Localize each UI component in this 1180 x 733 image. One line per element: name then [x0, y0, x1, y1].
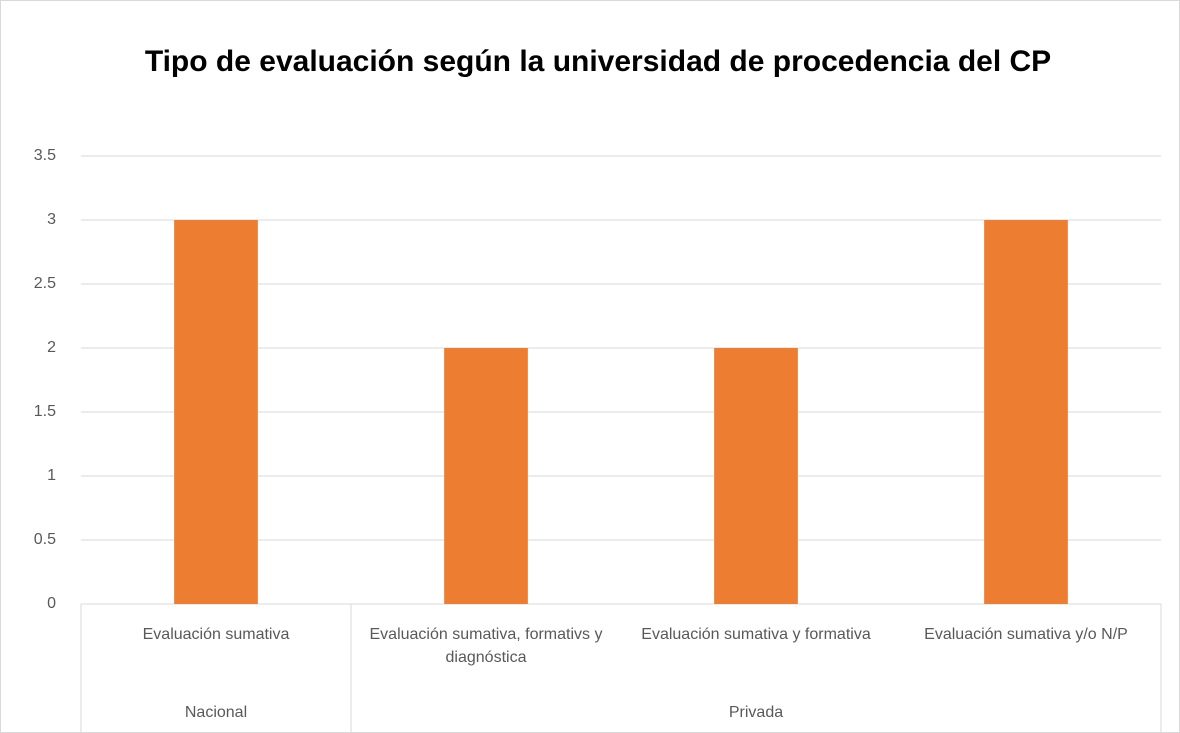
y-tick-label: 1.5 [34, 403, 56, 420]
y-tick-label: 2 [47, 339, 56, 356]
x-tick-label: Evaluación sumativa y/o N/P [924, 626, 1128, 643]
bar [714, 348, 798, 604]
y-tick-label: 3 [47, 211, 56, 228]
y-tick-label: 0 [47, 595, 56, 612]
y-tick-label: 2.5 [34, 275, 56, 292]
chart-title: Tipo de evaluación según la universidad … [144, 45, 1052, 78]
y-tick-label: 0.5 [34, 531, 56, 548]
bar [174, 220, 258, 604]
bar [984, 220, 1068, 604]
group-label: Nacional [184, 704, 248, 721]
x-tick-label: Evaluación sumativa [142, 626, 290, 643]
x-tick-label: Evaluación sumativa y formativa [641, 626, 871, 643]
x-tick-label: Evaluación sumativa, formativs y diagnós… [369, 626, 603, 666]
group-label: Privada [728, 704, 784, 721]
bar [444, 348, 528, 604]
y-tick-label: 1 [47, 467, 56, 484]
y-tick-label: 3.5 [34, 147, 56, 164]
